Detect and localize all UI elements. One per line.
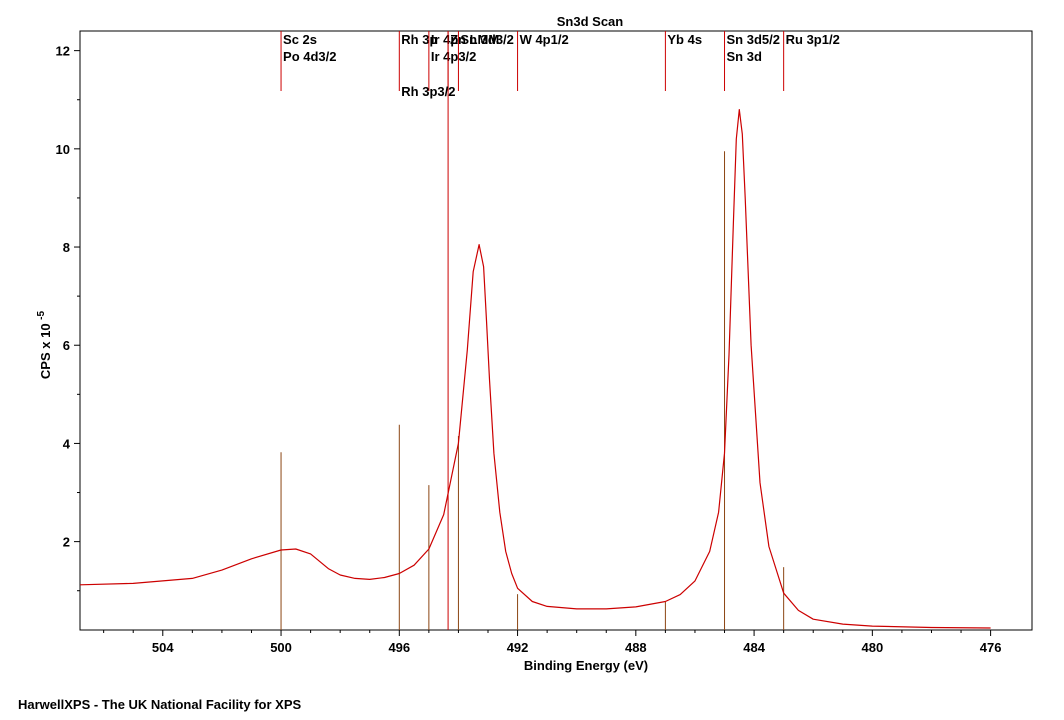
x-tick-label: 476 xyxy=(980,640,1002,655)
y-tick-label: 10 xyxy=(56,142,70,157)
plot-frame xyxy=(79,30,1033,631)
peak-label: Sn 3d3/2 xyxy=(460,32,513,47)
x-tick-label: 504 xyxy=(152,640,174,655)
peak-label: Yb 4s xyxy=(667,32,702,47)
peak-label: Ru 3p1/2 xyxy=(786,32,840,47)
peak-label: W 4p1/2 xyxy=(520,32,569,47)
peak-label: Ir 4p3/2 xyxy=(431,49,477,64)
peak-label: Sc 2s xyxy=(283,32,317,47)
peak-label: Po 4d3/2 xyxy=(283,49,336,64)
x-tick-label: 500 xyxy=(270,640,292,655)
peak-label: Rh 3p3/2 xyxy=(401,84,455,99)
y-tick-label: 6 xyxy=(63,338,70,353)
y-tick-label: 2 xyxy=(63,535,70,550)
x-axis-label: Binding Energy (eV) xyxy=(524,658,648,673)
peak-label: Zn LMM xyxy=(450,32,499,47)
chart-title: Sn3d Scan xyxy=(557,14,624,29)
y-tick-label: 12 xyxy=(56,44,70,59)
footer-credit: HarwellXPS - The UK National Facility fo… xyxy=(18,697,302,712)
peak-label: Sn 3d xyxy=(727,49,762,64)
x-tick-label: 492 xyxy=(507,640,529,655)
peak-label: Sn 3d5/2 xyxy=(727,32,780,47)
x-tick-label: 484 xyxy=(743,640,765,655)
x-tick-label: 480 xyxy=(861,640,883,655)
peak-label: Ir 4p xyxy=(431,32,459,47)
y-tick-label: 4 xyxy=(63,436,71,451)
x-tick-label: 488 xyxy=(625,640,647,655)
spectrum-line xyxy=(79,108,991,629)
y-axis-label: CPS x 10 -5 xyxy=(36,310,53,379)
y-tick-label: 8 xyxy=(63,240,70,255)
x-tick-label: 496 xyxy=(388,640,410,655)
